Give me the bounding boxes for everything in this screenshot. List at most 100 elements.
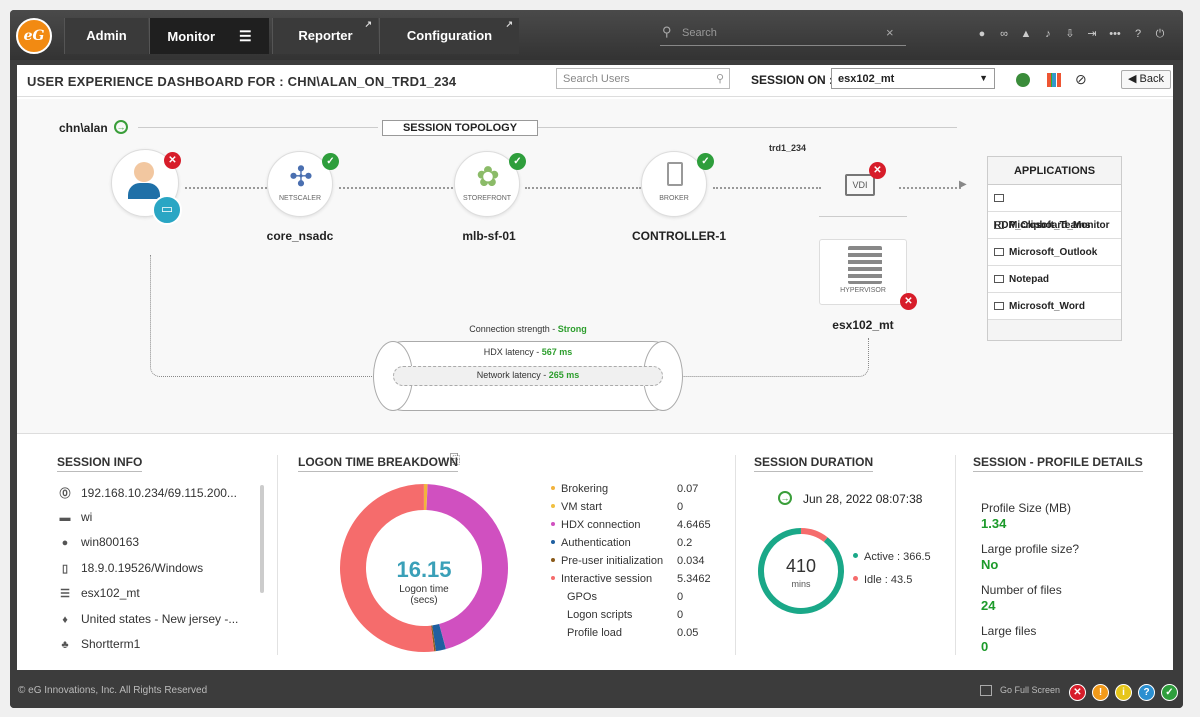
login-icon: → [114, 120, 128, 134]
legend-label: Brokering [561, 483, 609, 495]
eg-logo[interactable]: eG [16, 18, 52, 54]
session-on-select[interactable]: esx102_mt ▼ [831, 68, 995, 89]
user-icon[interactable]: ● [978, 28, 986, 40]
scrollbar[interactable] [260, 485, 264, 593]
storefront-icon: ✿ [476, 161, 500, 192]
window-icon [994, 302, 1004, 310]
vdi-icon[interactable]: VDI [845, 174, 875, 196]
link-icon[interactable]: ∞ [1000, 28, 1008, 40]
session-user: chn\alan [59, 121, 108, 135]
normal-status-icon[interactable]: ✓ [1161, 684, 1178, 701]
hypervisor-node[interactable]: HYPERVISOR [819, 239, 907, 305]
idle-dot [853, 576, 858, 581]
broker-node[interactable]: BROKER [641, 151, 707, 217]
more-icon[interactable]: ••• [1109, 28, 1121, 40]
logon-total: 16.15 [396, 557, 452, 582]
legend-value: 0 [677, 501, 684, 513]
legend-item: GPOs 0 [551, 591, 683, 603]
connector [674, 338, 869, 377]
applications-panel: APPLICATIONS RDP_Clipboard_Monitor Micro… [987, 156, 1122, 341]
application-item[interactable]: Microsoft_Outlook [988, 239, 1121, 266]
tab-reporter[interactable]: Reporter ↗ [272, 18, 378, 54]
connector [713, 187, 821, 189]
back-arrow-icon: ◀ [1128, 73, 1140, 85]
clear-search-icon[interactable]: × [886, 25, 894, 40]
topology-title: SESSION TOPOLOGY [382, 120, 538, 136]
ok-status-icon: ✓ [697, 153, 714, 170]
global-search-input[interactable]: ⚲ Search × [660, 22, 906, 46]
window-icon [994, 221, 1004, 229]
session-on-label: SESSION ON : [751, 73, 834, 87]
back-button[interactable]: ◀ Back [1121, 70, 1171, 89]
ip-icon: ⓪ [59, 488, 71, 500]
dashboard-panel: USER EXPERIENCE DASHBOARD FOR : CHN\ALAN… [17, 65, 1173, 670]
profile-title: SESSION - PROFILE DETAILS [973, 455, 1143, 472]
connector [525, 187, 641, 189]
help-icon[interactable]: ? [1134, 28, 1142, 40]
active-legend: Active : 366.5 [853, 551, 931, 563]
duration-slice-active [758, 528, 844, 614]
unknown-alert-icon[interactable]: ? [1138, 684, 1155, 701]
arrow-right-icon: ▶ [959, 179, 967, 190]
login-icon[interactable]: ⇥ [1087, 28, 1097, 40]
vdi-host: trd1_234 [769, 143, 807, 153]
info-group: ♣ Shortterm1 [57, 637, 140, 651]
legend-dot [551, 576, 555, 580]
major-alert-icon[interactable]: ! [1092, 684, 1109, 701]
hdx-latency: HDX latency - 567 ms [483, 347, 573, 357]
tab-admin[interactable]: Admin [64, 18, 148, 54]
footer: © eG Innovations, Inc. All Rights Reserv… [10, 675, 1183, 708]
session-duration-title: SESSION DURATION [754, 455, 874, 472]
go-full-screen-link[interactable]: Go Full Screen [1000, 685, 1061, 695]
grid-view-icon[interactable] [1047, 73, 1061, 87]
application-item[interactable]: Microsoft_Word [988, 293, 1121, 320]
report-icon[interactable]: ⎘ [450, 451, 461, 466]
top-navbar: eG Admin Monitor ☰ Reporter ↗ Configuratio… [10, 10, 1183, 60]
divider [735, 455, 736, 655]
hypervisor-icon [848, 246, 882, 284]
critical-alert-icon[interactable]: ✕ [1069, 684, 1086, 701]
application-item[interactable]: Notepad [988, 266, 1121, 293]
dashboard-header: USER EXPERIENCE DASHBOARD FOR : CHN\ALAN… [17, 65, 1173, 97]
globe-icon[interactable] [1016, 73, 1030, 87]
info-version: ▬ wi [57, 510, 93, 524]
duration-slice-idle [800, 528, 828, 543]
legend-dot [551, 504, 555, 508]
divider [819, 216, 907, 217]
download-icon[interactable]: ⇩ [1065, 28, 1075, 40]
legend-value: 5.3462 [677, 573, 711, 585]
tab-monitor[interactable]: Monitor ☰ [149, 18, 269, 54]
tab-configuration[interactable]: Configuration ↗ [379, 18, 519, 54]
legend-item: Brokering 0.07 [551, 483, 698, 495]
window-icon [994, 248, 1004, 256]
topology-icon[interactable]: ▲ [1020, 28, 1032, 40]
hypervisor-name: esx102_mt [832, 318, 894, 332]
legend-value: 0.07 [677, 483, 699, 495]
app-frame: eG Admin Monitor ☰ Reporter ↗ Configuratio… [10, 10, 1183, 708]
error-status-icon: ✕ [900, 293, 917, 310]
info-ip: ⓪ 192.168.10.234/69.115.200... [57, 485, 237, 501]
search-users-input[interactable]: Search Users ⚲ [556, 68, 730, 89]
legend-label: GPOs [567, 591, 597, 603]
legend-dot [551, 486, 555, 490]
donut-slice-interactive-session [340, 484, 435, 652]
fullscreen-icon[interactable] [980, 685, 992, 696]
connector [185, 187, 267, 189]
application-item[interactable]: Microsoft_Teams [988, 212, 1121, 239]
legend-label: Logon scripts [567, 609, 633, 621]
legend-item: Authentication 0.2 [551, 537, 692, 549]
hide-eye-icon[interactable]: ⊘ [1075, 71, 1087, 87]
chevron-down-icon: ▼ [979, 73, 988, 83]
power-icon[interactable]: ⏻ [1155, 28, 1165, 40]
user-body-shape [128, 183, 160, 199]
bell-icon[interactable]: ♪ [1045, 28, 1051, 40]
legend-value: 0.05 [677, 627, 699, 639]
minor-alert-icon[interactable]: i [1115, 684, 1132, 701]
node-name: mlb-sf-01 [462, 229, 516, 243]
application-item[interactable]: RDP_Clipboard_Monitor [988, 185, 1121, 231]
legend-dot [551, 522, 555, 526]
hamburger-menu-icon[interactable]: ☰ [239, 28, 252, 44]
search-icon: ⚲ [715, 73, 724, 85]
info-receiver: ▯ 18.9.0.19526/Windows [57, 561, 203, 575]
legend-value: 0 [677, 609, 684, 621]
